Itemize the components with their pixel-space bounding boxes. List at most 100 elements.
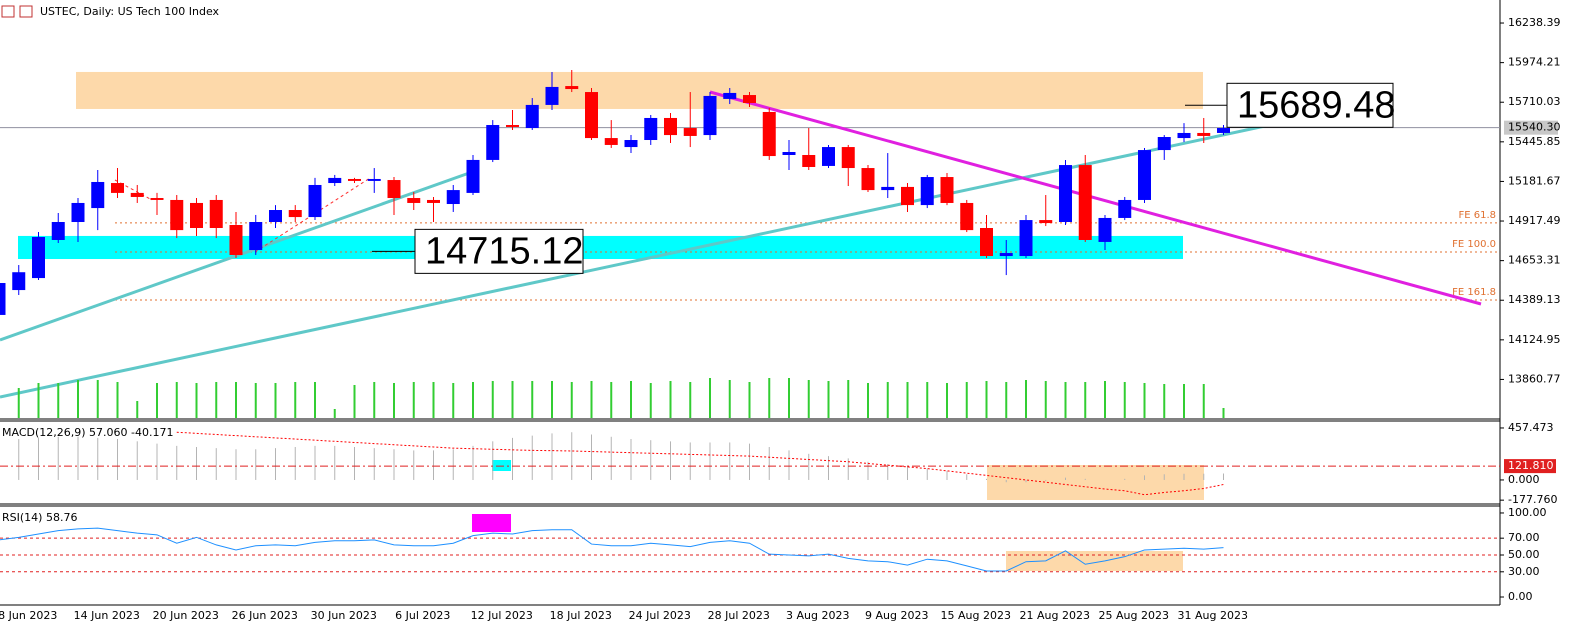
x-tick-label: 25 Aug 2023 bbox=[1099, 609, 1169, 622]
level-tag bbox=[1504, 459, 1556, 474]
y-tick-label: 15181.67 bbox=[1508, 174, 1561, 187]
candle-body bbox=[565, 86, 579, 90]
candle-body bbox=[209, 199, 223, 228]
y-tick-label: 14124.95 bbox=[1508, 333, 1561, 346]
macd-title: MACD(12,26,9) 57.060 -40.171 bbox=[2, 426, 173, 439]
rsi-line bbox=[0, 527, 1224, 572]
candle-body bbox=[1177, 132, 1191, 139]
level-tag-label: 121.810 bbox=[1508, 459, 1554, 472]
candle-body bbox=[269, 210, 282, 223]
y-tick-label: -177.760 bbox=[1508, 493, 1557, 506]
candle-body bbox=[703, 95, 717, 136]
candle-body bbox=[743, 95, 756, 103]
y-tick-label: 14653.31 bbox=[1508, 254, 1561, 267]
x-tick-label: 21 Aug 2023 bbox=[1020, 609, 1090, 622]
candle-body bbox=[71, 202, 85, 223]
candle-body bbox=[644, 117, 658, 141]
candle-body bbox=[980, 228, 993, 257]
candle-body bbox=[1059, 165, 1072, 223]
candle-body bbox=[1039, 220, 1053, 224]
y-tick-label: 16238.39 bbox=[1508, 16, 1561, 29]
y-tick-label: 30.00 bbox=[1508, 565, 1540, 578]
candle-body bbox=[1217, 128, 1230, 133]
zone bbox=[76, 71, 1203, 109]
candle-body bbox=[1118, 199, 1132, 218]
candle-body bbox=[901, 186, 914, 206]
candle-body bbox=[1138, 150, 1151, 200]
candle-body bbox=[91, 181, 105, 209]
icon bbox=[19, 5, 33, 18]
candle-body bbox=[585, 92, 598, 139]
candle-body bbox=[841, 147, 855, 169]
y-tick-label: 14917.49 bbox=[1508, 214, 1561, 227]
annotation-label: 14715.12 bbox=[425, 230, 584, 272]
candle-body bbox=[348, 178, 361, 181]
candle-body bbox=[249, 222, 263, 251]
y-tick-label: 13860.77 bbox=[1508, 372, 1561, 385]
x-tick-label: 8 Jun 2023 bbox=[0, 609, 57, 622]
candle-body bbox=[32, 236, 45, 279]
icon bbox=[1, 5, 15, 18]
annotation-box bbox=[1226, 82, 1394, 128]
candle-body bbox=[111, 183, 124, 193]
candle-body bbox=[367, 178, 381, 181]
candle-body bbox=[762, 111, 776, 157]
y-tick-label: 15974.21 bbox=[1508, 56, 1561, 69]
candle-body bbox=[861, 168, 875, 191]
chart-title: USTEC, Daily: US Tech 100 Index bbox=[40, 5, 220, 18]
candle-body bbox=[723, 92, 737, 99]
x-tick-label: 30 Jun 2023 bbox=[311, 609, 377, 622]
candle-body bbox=[545, 86, 559, 105]
y-tick-label: 0.00 bbox=[1508, 590, 1533, 603]
candle-body bbox=[881, 186, 895, 191]
candle-body bbox=[822, 147, 835, 166]
trendline bbox=[0, 124, 1266, 399]
candle-body bbox=[12, 272, 26, 291]
x-tick-label: 18 Jul 2023 bbox=[550, 609, 612, 622]
rsi-title: RSI(14) 58.76 bbox=[2, 511, 77, 524]
y-tick-label: 100.00 bbox=[1508, 506, 1547, 519]
x-tick-label: 6 Jul 2023 bbox=[395, 609, 450, 622]
candle-body bbox=[130, 192, 144, 197]
x-tick-label: 24 Jul 2023 bbox=[629, 609, 691, 622]
zone bbox=[18, 235, 1183, 260]
candle-body bbox=[1157, 137, 1171, 151]
highlight-zone bbox=[492, 460, 511, 471]
y-tick-label: 14389.13 bbox=[1508, 293, 1561, 306]
x-tick-label: 26 Jun 2023 bbox=[232, 609, 298, 622]
x-tick-label: 14 Jun 2023 bbox=[74, 609, 140, 622]
x-tick-label: 20 Jun 2023 bbox=[153, 609, 219, 622]
x-tick-label: 3 Aug 2023 bbox=[786, 609, 849, 622]
candle-body bbox=[782, 152, 796, 155]
candle-body bbox=[664, 117, 677, 136]
candle-body bbox=[999, 253, 1013, 257]
candle-body bbox=[960, 202, 974, 231]
candle-body bbox=[466, 159, 480, 193]
candle-body bbox=[0, 283, 6, 315]
candle-body bbox=[288, 210, 302, 218]
y-tick-label: 15445.85 bbox=[1508, 135, 1561, 148]
x-tick-label: 9 Aug 2023 bbox=[865, 609, 928, 622]
candle-body bbox=[624, 140, 638, 148]
candle-body bbox=[683, 128, 697, 136]
annotation-label: 15689.48 bbox=[1237, 84, 1396, 126]
candle-body bbox=[525, 104, 539, 129]
candle-body bbox=[150, 198, 164, 200]
highlight-zone bbox=[472, 514, 511, 532]
candle-body bbox=[1078, 165, 1092, 240]
x-tick-label: 28 Jul 2023 bbox=[708, 609, 770, 622]
y-tick-label: 50.00 bbox=[1508, 548, 1540, 561]
candle-body bbox=[387, 180, 401, 199]
candle-body bbox=[308, 184, 322, 218]
y-tick-label: 70.00 bbox=[1508, 531, 1540, 544]
x-tick-label: 12 Jul 2023 bbox=[471, 609, 533, 622]
candle-body bbox=[486, 125, 500, 160]
candle-body bbox=[1019, 220, 1033, 257]
price-tag-label: 15540.30 bbox=[1508, 121, 1561, 134]
candle-body bbox=[328, 177, 342, 184]
fibo-label: FE 100.0 bbox=[1452, 239, 1496, 250]
candle-body bbox=[407, 198, 421, 203]
candle-body bbox=[604, 138, 618, 145]
y-tick-label: 15710.03 bbox=[1508, 95, 1561, 108]
